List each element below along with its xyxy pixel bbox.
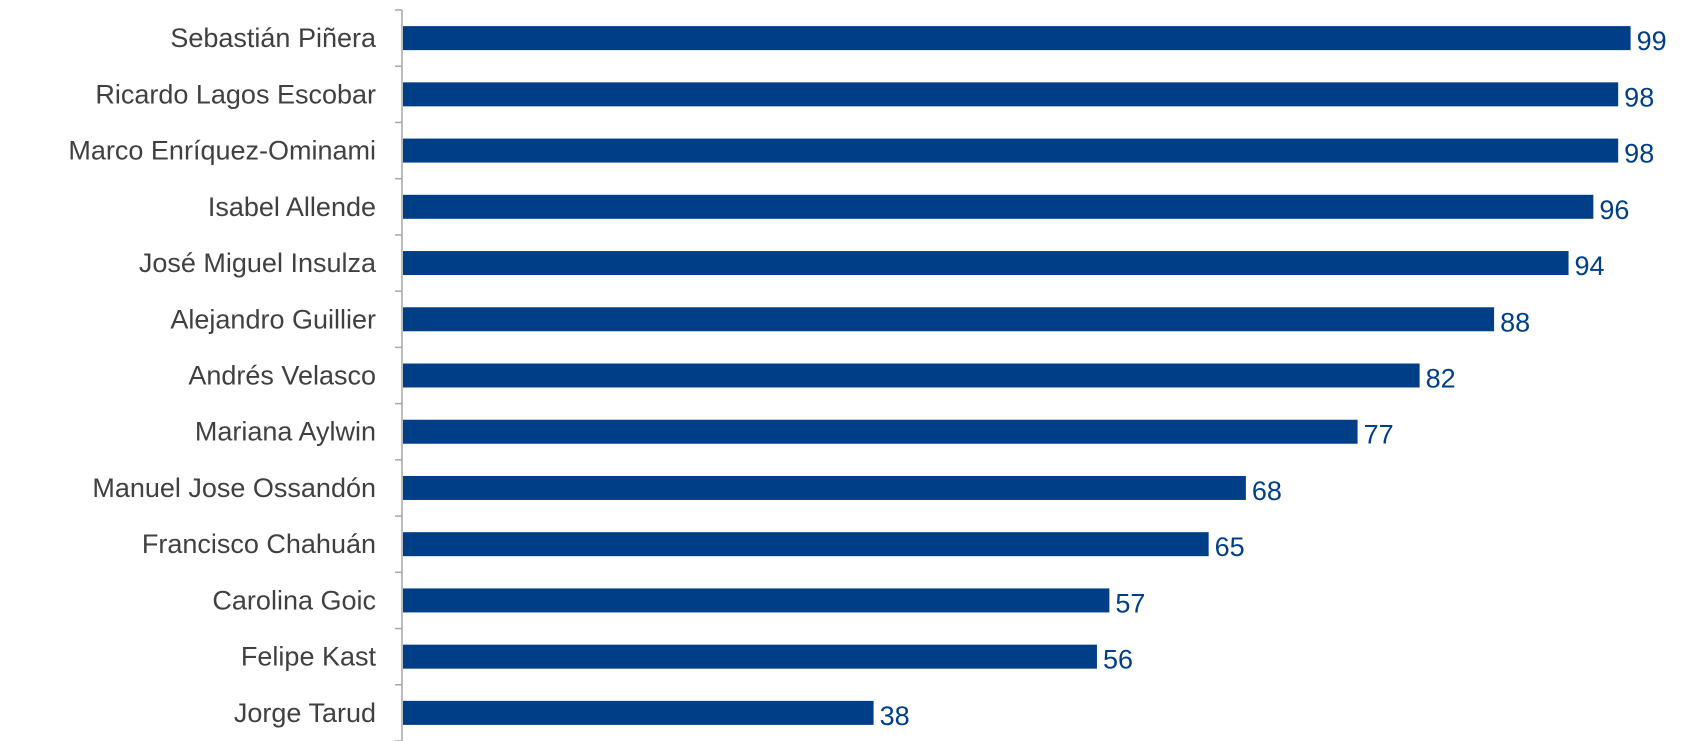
bar xyxy=(403,700,874,725)
category-labels: Sebastián Piñera Ricardo Lagos Escobar Mar… xyxy=(68,23,377,728)
bar xyxy=(403,194,1594,219)
category-label: José Miguel Insulza xyxy=(139,248,377,278)
bar xyxy=(403,475,1246,500)
value-label: 68 xyxy=(1252,476,1282,506)
value-label: 77 xyxy=(1364,420,1394,450)
category-label: Manuel Jose Ossandón xyxy=(92,473,376,503)
category-label: Jorge Tarud xyxy=(234,698,376,728)
value-label: 96 xyxy=(1599,195,1629,225)
bar xyxy=(403,251,1569,276)
value-label: 98 xyxy=(1624,82,1654,112)
category-label: Felipe Kast xyxy=(241,642,377,672)
value-label: 38 xyxy=(880,701,910,731)
category-label: Marco Enríquez-Ominami xyxy=(68,136,376,166)
value-label: 94 xyxy=(1575,251,1605,281)
value-label: 57 xyxy=(1115,588,1145,618)
category-axis xyxy=(395,9,403,741)
category-label: Ricardo Lagos Escobar xyxy=(95,79,376,109)
value-label: 88 xyxy=(1500,307,1530,337)
category-label: Sebastián Piñera xyxy=(170,23,377,53)
bar xyxy=(403,644,1097,669)
value-label: 82 xyxy=(1426,364,1456,394)
bar xyxy=(403,26,1631,51)
category-label: Mariana Aylwin xyxy=(195,417,376,447)
category-label: Carolina Goic xyxy=(212,585,376,615)
value-label: 65 xyxy=(1215,532,1245,562)
bar xyxy=(403,588,1110,613)
bar xyxy=(403,138,1619,163)
category-label: Isabel Allende xyxy=(208,192,376,222)
bar xyxy=(403,307,1495,332)
category-label: Andrés Velasco xyxy=(188,361,376,391)
category-label: Alejandro Guillier xyxy=(170,304,376,334)
bar xyxy=(403,532,1209,557)
value-label: 99 xyxy=(1637,26,1667,56)
value-label: 98 xyxy=(1624,139,1654,169)
category-label: Francisco Chahuán xyxy=(142,529,376,559)
bar xyxy=(403,82,1619,107)
bars-layer xyxy=(403,26,1631,725)
bar xyxy=(403,419,1358,444)
bar xyxy=(403,363,1420,388)
value-label: 56 xyxy=(1103,645,1133,675)
